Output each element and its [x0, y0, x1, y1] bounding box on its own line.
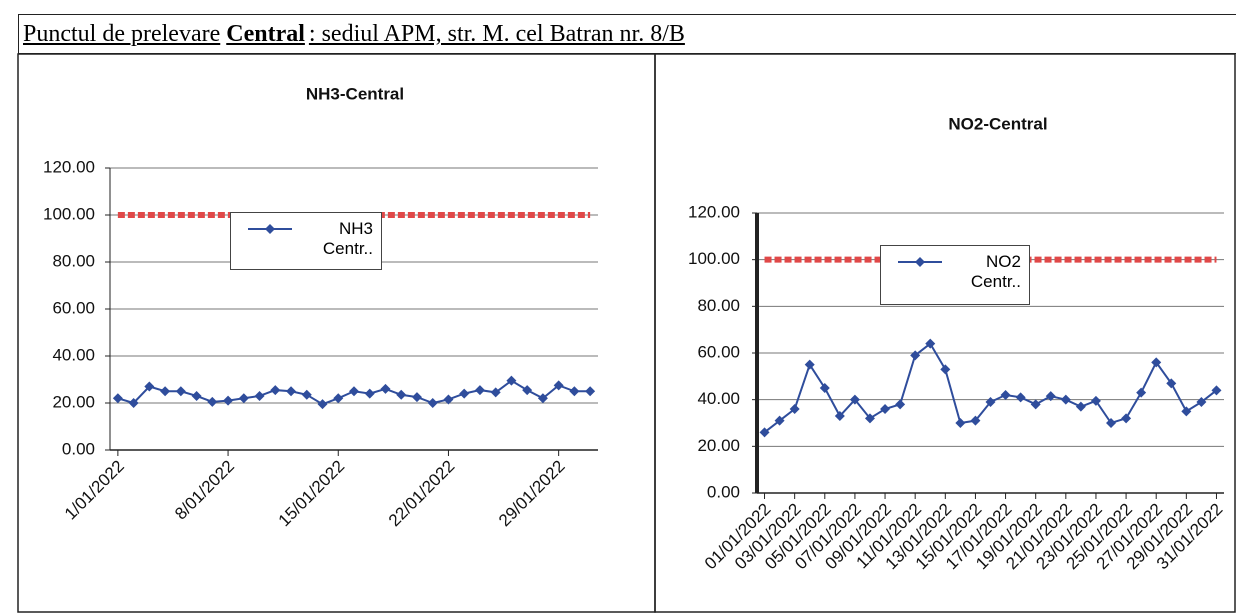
marker [411, 392, 422, 403]
marker [191, 390, 202, 401]
marker [834, 411, 845, 421]
marker [789, 404, 800, 414]
y-tick-label: 100.00 [43, 204, 95, 223]
chart-title: NO2-Central [948, 114, 1047, 133]
marker [207, 396, 218, 407]
marker [1121, 413, 1132, 424]
y-tick-label: 60.00 [52, 298, 95, 317]
marker [1045, 391, 1056, 402]
y-tick-label: 120.00 [688, 202, 740, 221]
marker [349, 386, 359, 397]
marker [819, 383, 830, 393]
y-tick-label: 20.00 [697, 436, 740, 455]
chart-title: NH3-Central [306, 84, 404, 103]
marker [238, 393, 249, 404]
panel [17, 53, 656, 613]
marker [144, 381, 155, 392]
marker [1136, 387, 1147, 398]
marker [585, 386, 596, 397]
marker [254, 390, 265, 401]
x-tick-label: 22/01/2022 [385, 457, 459, 531]
marker [880, 404, 891, 414]
marker [459, 388, 470, 399]
marker [474, 385, 485, 396]
legend: NH3 Centr.. [230, 212, 382, 270]
marker [849, 394, 860, 405]
header-text: : sediul APM, str. M. cel Batran nr. 8/B [308, 21, 685, 47]
marker [364, 388, 375, 399]
panel [654, 53, 1236, 613]
marker [396, 389, 407, 400]
x-tick-label: 15/01/2022 [275, 457, 349, 531]
marker [317, 399, 328, 410]
marker [759, 427, 770, 438]
marker [1030, 399, 1041, 410]
header-text: Punctul de prelevare [23, 21, 221, 47]
series-line [763, 342, 1218, 434]
marker [301, 389, 312, 400]
marker [569, 386, 580, 397]
marker [160, 386, 171, 397]
marker [443, 394, 454, 405]
y-tick-label: 40.00 [52, 345, 95, 364]
marker [333, 393, 344, 404]
x-tick-label: 8/01/2022 [171, 457, 238, 524]
legend: NO2 Centr.. [880, 245, 1030, 305]
marker [128, 398, 139, 408]
y-tick-label: 80.00 [52, 251, 95, 270]
marker [112, 393, 123, 404]
marker [940, 364, 951, 375]
marker [955, 418, 966, 428]
y-tick-label: 60.00 [697, 342, 740, 361]
marker [910, 350, 921, 361]
y-tick-label: 0.00 [62, 439, 95, 458]
marker [506, 375, 517, 386]
marker [270, 385, 281, 396]
marker [864, 413, 875, 424]
marker [1015, 392, 1026, 403]
marker [286, 386, 297, 397]
marker [985, 397, 996, 407]
marker [553, 380, 564, 391]
marker [1166, 378, 1177, 389]
marker [522, 385, 533, 396]
marker [1090, 395, 1101, 406]
y-tick-label: 20.00 [52, 392, 95, 411]
y-tick-label: 40.00 [697, 389, 740, 408]
marker [925, 338, 936, 349]
header: Punctul de prelevare Central: sediul APM,… [18, 14, 1236, 54]
marker [1151, 357, 1162, 368]
marker [895, 399, 906, 410]
marker [1181, 406, 1192, 417]
y-tick-label: 100.00 [688, 249, 740, 268]
x-tick-label: 1/01/2022 [61, 457, 128, 524]
y-tick-label: 120.00 [43, 157, 95, 176]
marker [175, 386, 186, 397]
marker [1060, 394, 1071, 405]
marker [1106, 418, 1117, 428]
y-tick-label: 80.00 [697, 296, 740, 315]
marker [490, 387, 501, 398]
marker [1196, 397, 1207, 407]
header-bold: Central [226, 21, 305, 47]
marker [380, 383, 391, 394]
marker [537, 393, 548, 404]
marker [427, 398, 438, 408]
marker [804, 359, 815, 370]
y-tick-label: 0.00 [707, 482, 740, 501]
marker [1075, 401, 1086, 412]
marker [223, 395, 234, 406]
x-tick-label: 29/01/2022 [495, 457, 569, 531]
marker [1211, 385, 1222, 396]
marker [1000, 390, 1011, 400]
marker [970, 415, 981, 426]
marker [774, 415, 785, 426]
